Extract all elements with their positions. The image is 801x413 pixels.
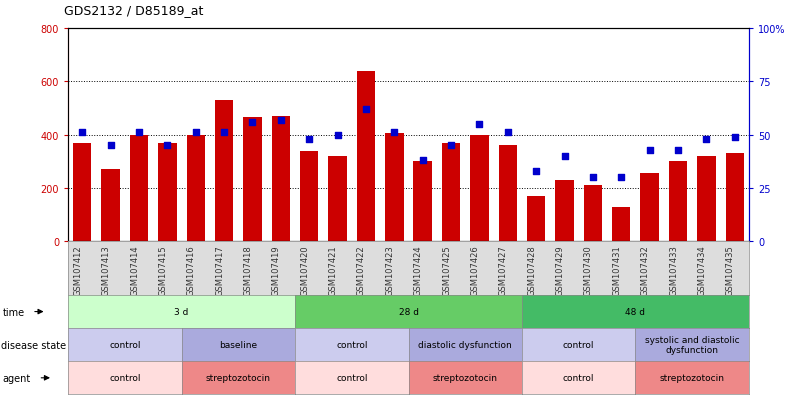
Text: streptozotocin: streptozotocin (206, 373, 271, 382)
Bar (244, 118, 262, 242)
Point (586, 174, 599, 181)
Text: GSM107433: GSM107433 (669, 244, 678, 295)
Text: control: control (109, 373, 140, 382)
Point (275, 117, 288, 123)
Text: 28 d: 28 d (399, 307, 418, 316)
Point (473, 121, 486, 128)
Bar (328, 157, 347, 242)
Text: baseline: baseline (219, 340, 257, 349)
Bar (215, 101, 233, 242)
Text: GSM107428: GSM107428 (527, 244, 536, 295)
Text: control: control (563, 340, 594, 349)
Bar (158, 143, 176, 242)
Point (671, 147, 684, 154)
Text: GSM107418: GSM107418 (244, 244, 252, 295)
Bar (498, 146, 517, 242)
Text: streptozotocin: streptozotocin (660, 373, 725, 382)
Text: GSM107429: GSM107429 (556, 244, 565, 295)
Text: control: control (336, 373, 368, 382)
Text: GSM107417: GSM107417 (215, 244, 224, 295)
Text: GSM107430: GSM107430 (584, 244, 593, 295)
Text: GSM107419: GSM107419 (272, 244, 281, 295)
Point (161, 142, 174, 149)
Point (501, 130, 514, 136)
Text: control: control (563, 373, 594, 382)
Text: time: time (2, 307, 25, 317)
Point (445, 142, 457, 149)
Point (360, 107, 372, 113)
Bar (73, 143, 91, 242)
Point (417, 157, 429, 164)
Bar (669, 162, 687, 242)
Point (529, 168, 542, 175)
Text: GSM107426: GSM107426 (470, 244, 480, 295)
Text: disease state: disease state (1, 340, 66, 350)
Point (104, 142, 117, 149)
Point (728, 134, 741, 141)
Text: GDS2132 / D85189_at: GDS2132 / D85189_at (64, 4, 203, 17)
Text: GSM107416: GSM107416 (187, 244, 195, 295)
Text: control: control (336, 340, 368, 349)
Text: GSM107432: GSM107432 (641, 244, 650, 295)
Bar (470, 135, 489, 242)
Bar (102, 170, 120, 242)
Text: GSM107422: GSM107422 (357, 244, 366, 295)
Text: GSM107424: GSM107424 (413, 244, 423, 295)
Text: 48 d: 48 d (626, 307, 646, 316)
Point (76, 130, 89, 136)
Text: GSM107423: GSM107423 (385, 244, 394, 295)
Text: GSM107415: GSM107415 (159, 244, 167, 295)
Point (388, 130, 400, 136)
Bar (413, 162, 432, 242)
Point (700, 136, 713, 143)
Bar (584, 186, 602, 242)
Bar (130, 135, 148, 242)
Point (558, 153, 571, 160)
Point (189, 130, 202, 136)
Point (615, 174, 628, 181)
Bar (527, 197, 545, 242)
Bar (641, 174, 659, 242)
Text: GSM107431: GSM107431 (612, 244, 622, 295)
Text: GSM107420: GSM107420 (300, 244, 309, 295)
Bar (272, 116, 290, 242)
Point (218, 130, 231, 136)
Text: GSM107425: GSM107425 (442, 244, 451, 295)
Text: diastolic dysfunction: diastolic dysfunction (418, 340, 512, 349)
Bar (187, 135, 205, 242)
Text: agent: agent (2, 373, 30, 383)
Text: GSM107427: GSM107427 (499, 244, 508, 295)
Text: GSM107435: GSM107435 (726, 244, 735, 295)
Point (303, 136, 316, 143)
Text: systolic and diastolic
dysfunction: systolic and diastolic dysfunction (645, 335, 739, 354)
Point (246, 119, 259, 126)
Text: GSM107414: GSM107414 (130, 244, 139, 295)
Bar (385, 134, 404, 242)
Bar (300, 151, 319, 242)
Bar (697, 157, 715, 242)
Text: 3 d: 3 d (175, 307, 189, 316)
Bar (442, 143, 461, 242)
Point (643, 147, 656, 154)
Text: control: control (109, 340, 140, 349)
Text: GSM107412: GSM107412 (73, 244, 83, 295)
Bar (726, 154, 744, 242)
Point (133, 130, 146, 136)
Text: GSM107421: GSM107421 (328, 244, 337, 295)
Text: GSM107434: GSM107434 (698, 244, 706, 295)
Point (331, 132, 344, 138)
Text: streptozotocin: streptozotocin (433, 373, 497, 382)
Text: GSM107413: GSM107413 (102, 244, 111, 295)
Bar (612, 207, 630, 242)
Bar (356, 71, 375, 242)
Bar (555, 180, 574, 242)
